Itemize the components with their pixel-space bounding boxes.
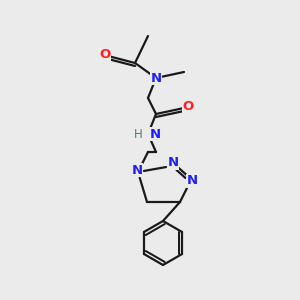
Text: N: N (150, 71, 162, 85)
Text: N: N (167, 157, 178, 169)
Text: N: N (150, 128, 161, 140)
Text: N: N (186, 175, 198, 188)
Text: O: O (182, 100, 194, 113)
Text: H: H (134, 128, 143, 140)
Text: O: O (99, 49, 111, 62)
Text: N: N (131, 164, 142, 176)
